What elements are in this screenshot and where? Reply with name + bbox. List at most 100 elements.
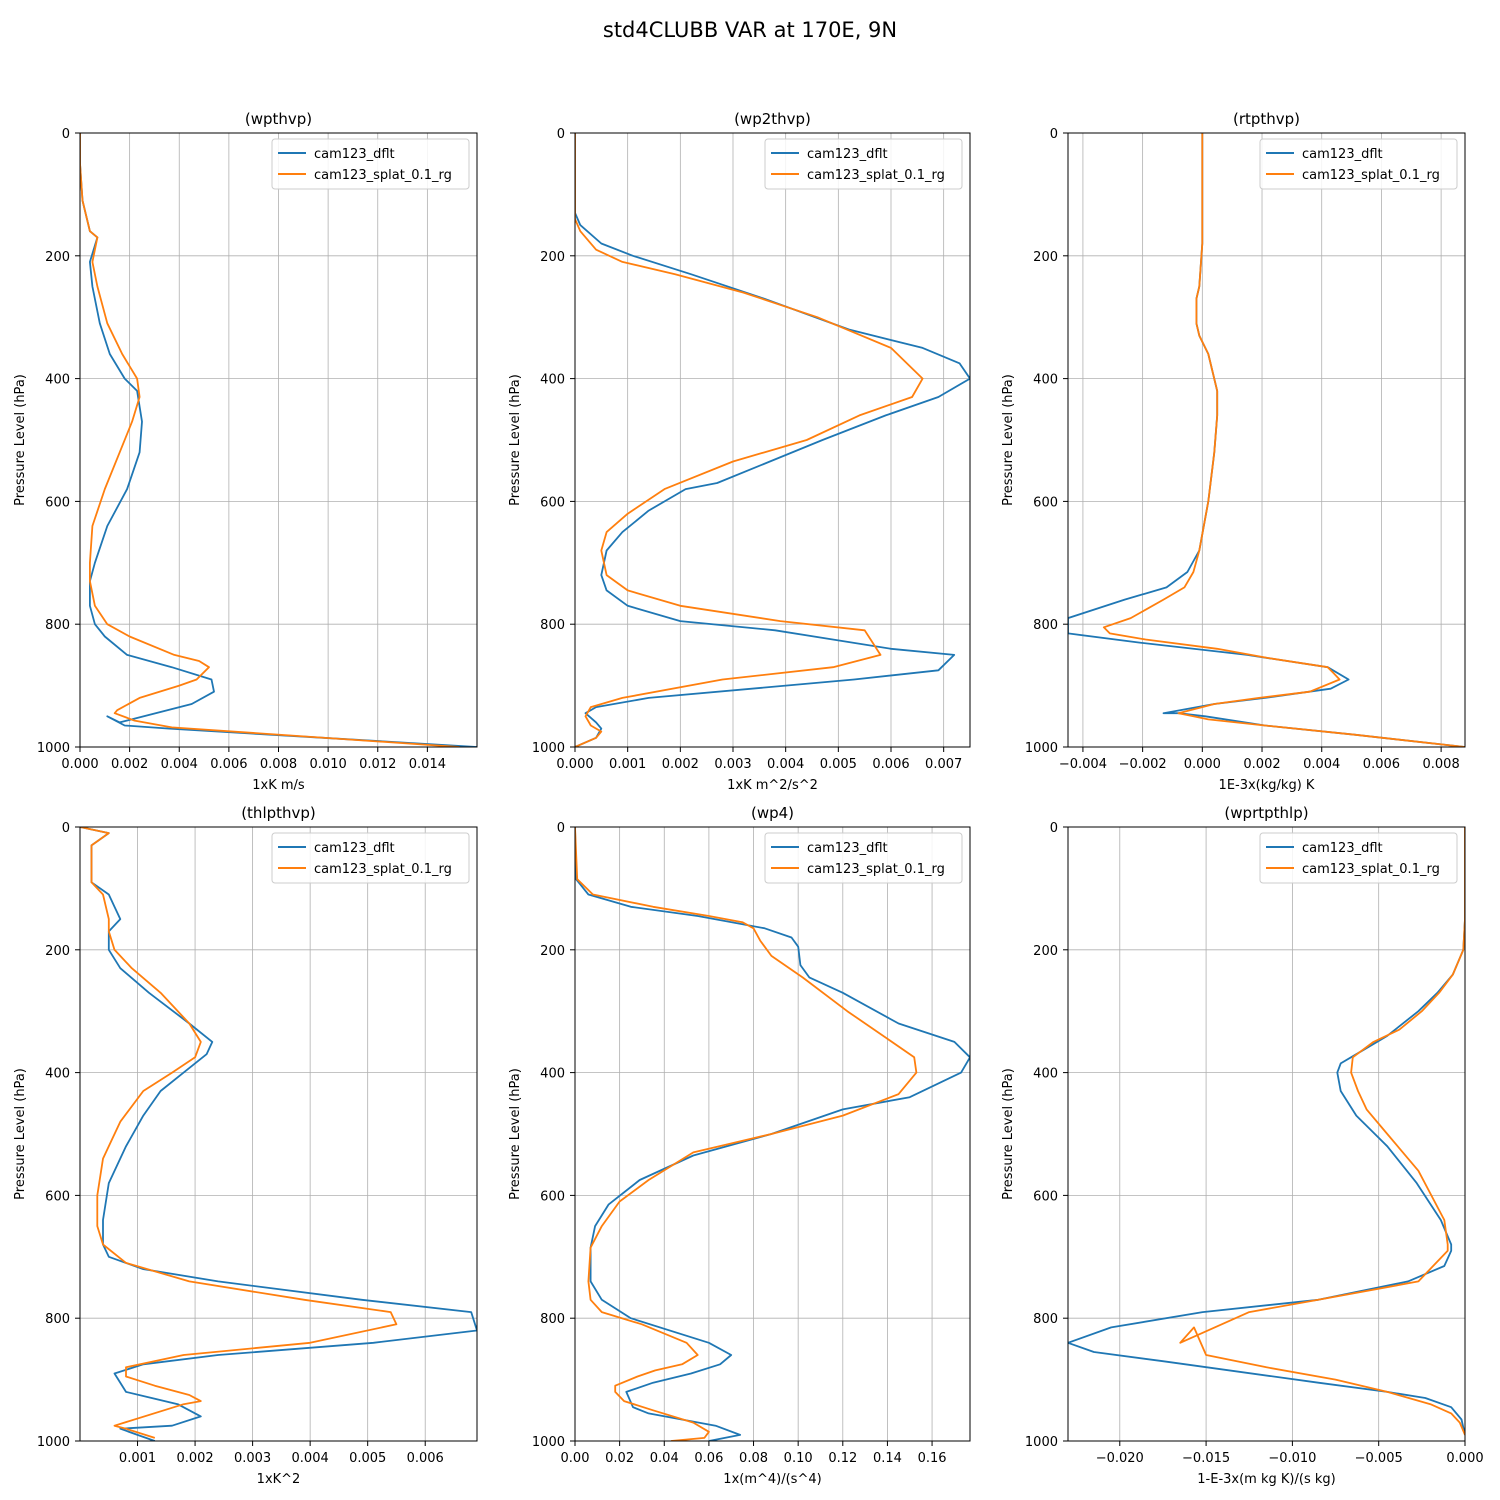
x-tick-label: 0.006 (407, 1451, 444, 1466)
x-tick-label: 0.000 (61, 757, 98, 772)
y-tick-label: 600 (45, 495, 70, 510)
x-axis-label: 1xK m^2/s^2 (727, 778, 818, 793)
series-line-dflt (575, 827, 970, 1441)
legend-label: cam123_dflt (314, 841, 395, 856)
legend: cam123_dflt cam123_splat_0.1_rg (271, 832, 470, 884)
y-tick-label: 1000 (532, 741, 565, 756)
x-tick-label: 0.008 (260, 757, 297, 772)
y-tick-label: 400 (1033, 373, 1058, 388)
axes-frame (1067, 132, 1466, 748)
y-tick-label: 0 (1050, 821, 1058, 836)
y-axis-label: Pressure Level (hPa) (13, 1068, 28, 1200)
y-tick-label: 800 (1033, 618, 1058, 633)
subplot-6: −0.020 −0.015 −0.010 −0.005 0.000 0 200 400 600 8… (1001, 804, 1484, 1487)
legend-label: cam123_splat_0.1_rg (807, 862, 945, 877)
figure-title: std4CLUBB VAR at 170E, 9N (603, 18, 897, 42)
subplot-title: (rtpthvp) (1233, 110, 1300, 128)
x-tick-label: −0.004 (1059, 757, 1107, 772)
y-tick-label: 400 (45, 1067, 70, 1082)
legend-box (1259, 832, 1458, 884)
x-tick-label: 0.00 (561, 1451, 590, 1466)
legend-label: cam123_dflt (807, 147, 888, 162)
legend-label: cam123_splat_0.1_rg (1302, 862, 1440, 877)
x-tick-label: 0.008 (1423, 757, 1460, 772)
y-tick-label: 800 (540, 1312, 565, 1327)
x-axis-label: 1xK^2 (257, 1472, 301, 1487)
legend-box (271, 138, 470, 190)
subplot-5: 0.00 0.02 0.04 0.06 0.08 0.10 0.12 0.14 0.16 0 200… (508, 804, 971, 1487)
y-tick-label: 800 (1033, 1312, 1058, 1327)
y-tick-label: 0 (557, 127, 565, 142)
subplot-title: (wp4) (751, 804, 794, 822)
x-tick-label: 0.02 (605, 1451, 634, 1466)
y-axis-label: Pressure Level (hPa) (1001, 1068, 1016, 1200)
subplot-title: (wp2thvp) (734, 110, 811, 128)
y-tick-label: 800 (540, 618, 565, 633)
x-tick-label: 0.002 (662, 757, 699, 772)
y-tick-label: 800 (45, 1312, 70, 1327)
y-tick-label: 800 (45, 618, 70, 633)
x-tick-label: 0.003 (234, 1451, 271, 1466)
x-tick-label: 0.003 (714, 757, 751, 772)
x-axis-label: 1xK m/s (252, 778, 305, 793)
subplot-title: (wpthvp) (245, 110, 312, 128)
series-line-dflt (80, 827, 477, 1441)
y-axis-label: Pressure Level (hPa) (508, 374, 523, 506)
legend: cam123_dflt cam123_splat_0.1_rg (1259, 832, 1458, 884)
y-tick-label: 600 (1033, 1189, 1058, 1204)
x-tick-label: 0.006 (1363, 757, 1400, 772)
legend-label: cam123_dflt (1302, 841, 1383, 856)
series-line-splat (575, 827, 918, 1441)
x-tick-label: 0.000 (556, 757, 593, 772)
x-tick-label: 0.08 (739, 1451, 768, 1466)
x-tick-label: 0.010 (310, 757, 347, 772)
x-tick-label: 0.014 (409, 757, 446, 772)
x-tick-label: 0.006 (872, 757, 909, 772)
x-tick-label: 0.006 (210, 757, 247, 772)
axes-frame (79, 132, 478, 748)
x-tick-label: 0.001 (609, 757, 646, 772)
x-axis-label: 1E-3x(kg/kg) K (1219, 778, 1315, 793)
y-tick-label: 200 (540, 250, 565, 265)
x-tick-label: 0.004 (767, 757, 804, 772)
y-tick-label: 1000 (37, 741, 70, 756)
y-tick-label: 0 (557, 821, 565, 836)
x-tick-label: 0.012 (359, 757, 396, 772)
x-tick-label: 0.005 (349, 1451, 386, 1466)
x-tick-label: −0.002 (1119, 757, 1167, 772)
legend: cam123_dflt cam123_splat_0.1_rg (271, 138, 470, 190)
y-tick-label: 600 (1033, 495, 1058, 510)
x-tick-label: 0.000 (1184, 757, 1221, 772)
series-line-splat (1179, 827, 1465, 1436)
legend-label: cam123_dflt (314, 147, 395, 162)
legend-label: cam123_dflt (807, 841, 888, 856)
legend-box (764, 138, 963, 190)
series-line-splat (80, 827, 398, 1439)
series-line-splat (1102, 133, 1465, 747)
x-tick-label: 0.001 (119, 1451, 156, 1466)
legend-box (764, 832, 963, 884)
y-tick-label: 1000 (1025, 741, 1058, 756)
y-tick-label: 600 (540, 495, 565, 510)
x-tick-label: 0.06 (694, 1451, 723, 1466)
axes-frame (574, 132, 971, 748)
axes-frame (574, 826, 971, 1442)
x-tick-label: 0.002 (176, 1451, 213, 1466)
y-tick-label: 200 (1033, 250, 1058, 265)
subplot-2: 0.000 0.001 0.002 0.003 0.004 0.005 0.006 0.007… (508, 110, 971, 793)
y-tick-label: 0 (62, 821, 70, 836)
x-tick-label: 0.000 (1446, 1451, 1483, 1466)
x-tick-label: 0.004 (161, 757, 198, 772)
x-axis-label: 1x(m^4)/(s^4) (723, 1472, 821, 1487)
subplot-3: −0.004 −0.002 0.000 0.002 0.004 0.006 0.008 0 20… (1001, 110, 1466, 793)
y-tick-label: 200 (45, 944, 70, 959)
series-line-splat (80, 133, 460, 747)
y-axis-label: Pressure Level (hPa) (13, 374, 28, 506)
x-tick-label: −0.020 (1096, 1451, 1144, 1466)
y-axis-label: Pressure Level (hPa) (508, 1068, 523, 1200)
x-tick-label: 0.002 (1243, 757, 1280, 772)
legend-label: cam123_splat_0.1_rg (807, 168, 945, 183)
subplot-title: (wprtpthlp) (1224, 804, 1308, 822)
x-tick-label: 0.005 (820, 757, 857, 772)
